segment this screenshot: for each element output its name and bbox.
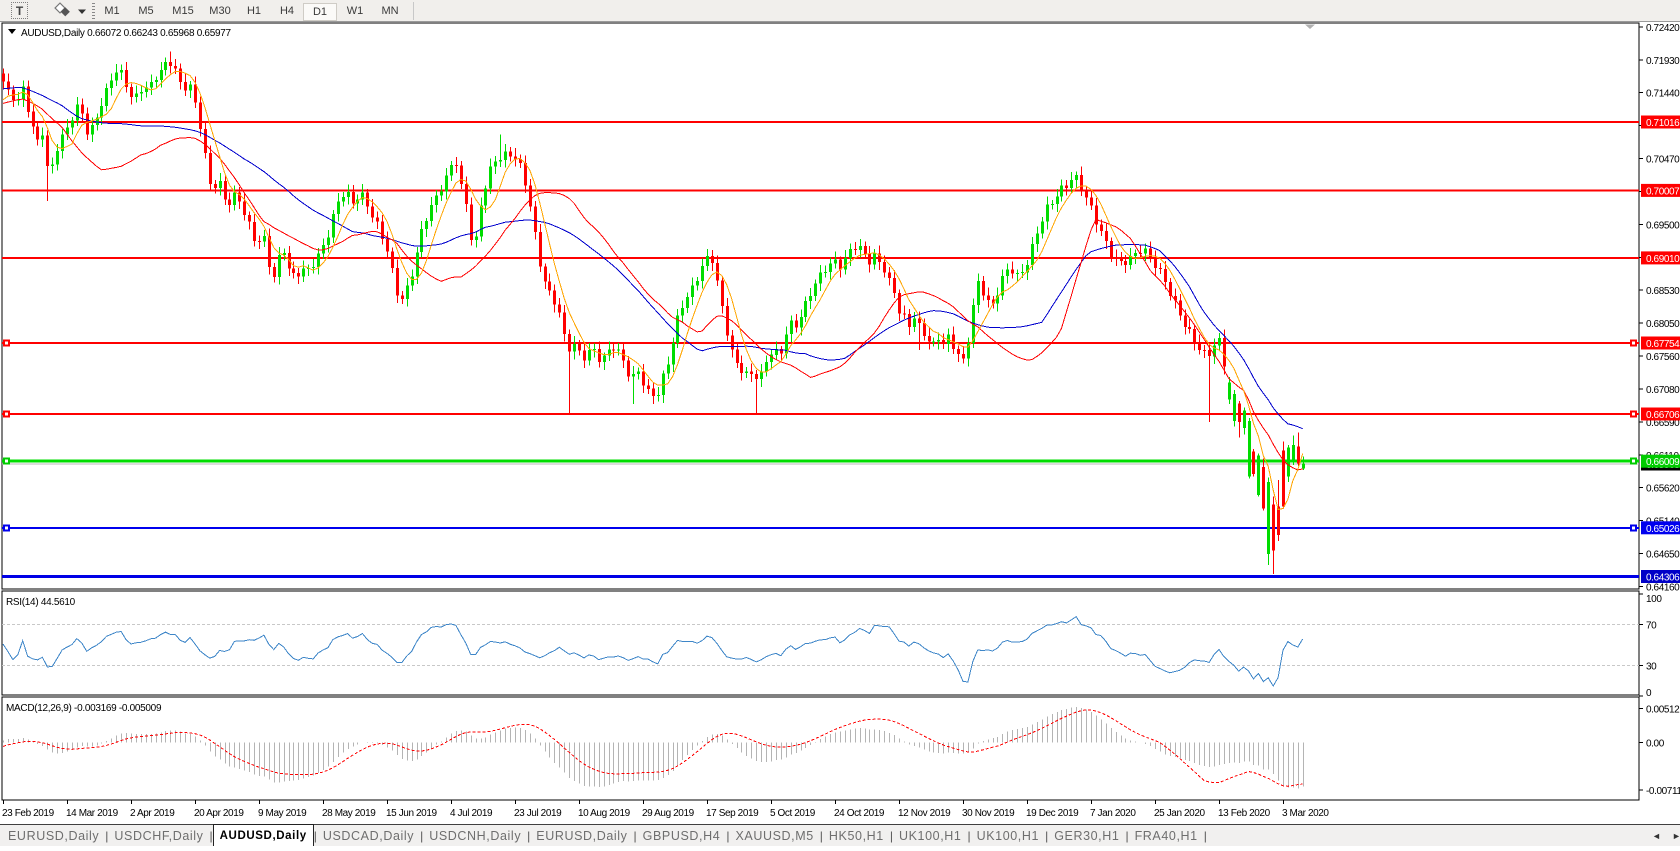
svg-text:0.70007: 0.70007 bbox=[1646, 186, 1680, 197]
svg-text:12 Nov 2019: 12 Nov 2019 bbox=[898, 808, 951, 819]
svg-text:0.67754: 0.67754 bbox=[1646, 339, 1680, 350]
svg-text:30 Nov 2019: 30 Nov 2019 bbox=[962, 808, 1015, 819]
svg-text:70: 70 bbox=[1646, 621, 1657, 632]
svg-text:0.71440: 0.71440 bbox=[1646, 89, 1680, 100]
svg-text:20 Apr 2019: 20 Apr 2019 bbox=[194, 808, 244, 819]
svg-text:30: 30 bbox=[1646, 662, 1657, 673]
svg-text:10 Aug 2019: 10 Aug 2019 bbox=[578, 808, 631, 819]
svg-text:0.72420: 0.72420 bbox=[1646, 23, 1680, 34]
svg-text:0.67080: 0.67080 bbox=[1646, 385, 1680, 396]
svg-text:0.71016: 0.71016 bbox=[1646, 118, 1680, 129]
svg-text:0.70470: 0.70470 bbox=[1646, 155, 1680, 166]
svg-text:14 Mar 2019: 14 Mar 2019 bbox=[66, 808, 119, 819]
svg-text:0.65026: 0.65026 bbox=[1646, 524, 1680, 535]
svg-text:3 Mar 2020: 3 Mar 2020 bbox=[1282, 808, 1329, 819]
svg-text:15 Jun 2019: 15 Jun 2019 bbox=[386, 808, 437, 819]
svg-text:0: 0 bbox=[1646, 688, 1652, 699]
svg-text:0.66009: 0.66009 bbox=[1646, 457, 1680, 468]
svg-text:23 Jul 2019: 23 Jul 2019 bbox=[514, 808, 562, 819]
svg-text:0.00: 0.00 bbox=[1646, 739, 1665, 750]
svg-text:2 Apr 2019: 2 Apr 2019 bbox=[130, 808, 175, 819]
svg-text:5 Oct 2019: 5 Oct 2019 bbox=[770, 808, 816, 819]
svg-text:0.68530: 0.68530 bbox=[1646, 286, 1680, 297]
svg-text:0.69010: 0.69010 bbox=[1646, 254, 1680, 265]
svg-text:23 Feb 2019: 23 Feb 2019 bbox=[2, 808, 55, 819]
svg-text:24 Oct 2019: 24 Oct 2019 bbox=[834, 808, 885, 819]
svg-text:0.71930: 0.71930 bbox=[1646, 56, 1680, 67]
svg-text:25 Jan 2020: 25 Jan 2020 bbox=[1154, 808, 1205, 819]
svg-text:13 Feb 2020: 13 Feb 2020 bbox=[1218, 808, 1271, 819]
svg-text:9 May 2019: 9 May 2019 bbox=[258, 808, 307, 819]
svg-text:0.64160: 0.64160 bbox=[1646, 582, 1680, 593]
svg-text:0.64306: 0.64306 bbox=[1646, 573, 1680, 584]
svg-text:AUDUSD,Daily 0.66072 0.66243: AUDUSD,Daily 0.66072 0.66243 0.65968 0.6… bbox=[21, 28, 231, 39]
svg-text:29 Aug 2019: 29 Aug 2019 bbox=[642, 808, 695, 819]
svg-text:RSI(14) 44.5610: RSI(14) 44.5610 bbox=[6, 597, 76, 608]
svg-text:0.67560: 0.67560 bbox=[1646, 352, 1680, 363]
svg-text:MACD(12,26,9) -0.003169 -0.005: MACD(12,26,9) -0.003169 -0.005009 bbox=[6, 703, 162, 714]
svg-text:0.69500: 0.69500 bbox=[1646, 220, 1680, 231]
svg-text:0.68050: 0.68050 bbox=[1646, 319, 1680, 330]
svg-text:28 May 2019: 28 May 2019 bbox=[322, 808, 376, 819]
svg-text:0.64650: 0.64650 bbox=[1646, 550, 1680, 561]
svg-text:-0.00711: -0.00711 bbox=[1646, 786, 1680, 797]
svg-text:7 Jan 2020: 7 Jan 2020 bbox=[1090, 808, 1136, 819]
svg-text:0.65620: 0.65620 bbox=[1646, 484, 1680, 495]
svg-text:17 Sep 2019: 17 Sep 2019 bbox=[706, 808, 759, 819]
svg-text:0.005121: 0.005121 bbox=[1646, 704, 1680, 715]
svg-text:0.66706: 0.66706 bbox=[1646, 410, 1680, 421]
svg-text:100: 100 bbox=[1646, 594, 1662, 605]
svg-text:19 Dec 2019: 19 Dec 2019 bbox=[1026, 808, 1079, 819]
svg-text:4 Jul 2019: 4 Jul 2019 bbox=[450, 808, 493, 819]
svg-text:0.66590: 0.66590 bbox=[1646, 418, 1680, 429]
